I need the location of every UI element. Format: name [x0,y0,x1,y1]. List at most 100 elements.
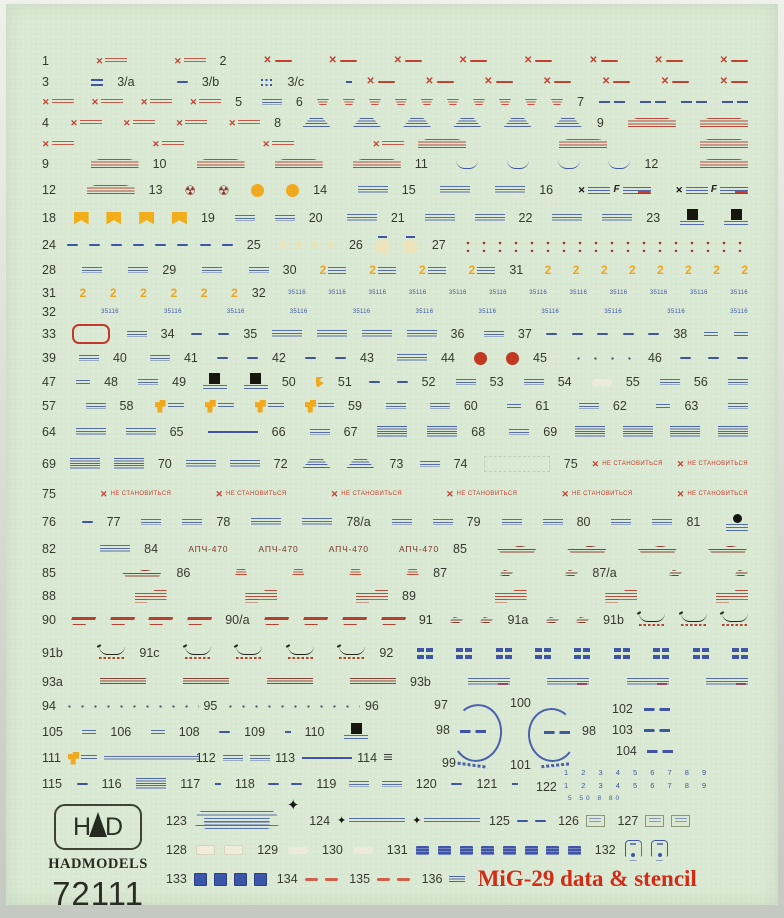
item-number: 98 [582,724,596,738]
mark-btext [251,518,282,526]
item-number: 29 [162,263,177,277]
decal-item-2: 2 ✕ ✕ ✕ ✕ ✕ ✕ ✕ ✕ [220,54,748,68]
mark-rcluster [494,589,527,603]
mark-bdash [176,80,188,84]
item-number: 52 [421,375,436,389]
decal-item-51: 51 [338,375,408,389]
mark-bdot [284,730,291,734]
mark-glyph: 2 [468,263,476,277]
decal-item-121: 121 [476,777,519,791]
mark-btextsm [126,331,147,337]
mark-btextsm [483,331,504,337]
mark-btext [229,460,260,468]
mark-tinydots [62,704,199,708]
decal-item-11: 11 [415,157,631,171]
mark-n35116: 35116 [416,309,434,315]
mark-btextsm [141,519,162,525]
mark-rwing [108,615,135,625]
decal-item-1: 1 ✕ ✕ [42,54,206,68]
item-number: 112 [195,751,216,765]
decal-item-58: 58 [120,399,334,413]
mark-glyph: ✕ [719,55,728,66]
mark-dmark [479,617,495,624]
mark-glyph: ✕ [542,76,552,87]
mark-curve [639,613,666,626]
mark-rwedge [316,99,329,105]
mark-bdash2 [91,78,104,86]
mark-bdashpair [647,750,673,753]
mark-glyph: 2 [685,263,692,277]
mark-btextsm [202,267,223,273]
mark-btext [495,186,526,194]
mark-bpair [416,646,433,660]
decal-item-19: 19 [201,211,295,225]
mark-rwing [301,615,329,625]
decal-item-4: 4 ✕ ✕ ✕ ✕ [42,116,260,130]
mark-banner [171,211,187,225]
mark-n35116: 35116 [730,290,748,296]
mark-bdash [597,332,609,336]
decal-row: 75 ✕ НЕ СТАНОВИТЬСЯ ✕ НЕ СТАНОВИТЬСЯ ✕ НЕ СТАН… [42,486,748,502]
mark-rblock [274,158,323,170]
mark-glyph: 2 [319,263,327,277]
item-number: 31 [42,286,56,300]
decal-item-111: 111 [42,751,201,765]
mark-bpair [731,646,748,660]
mark-xdash: ✕ [602,77,630,87]
mark-glyph: ✕ [719,76,728,87]
mark-banner [106,211,122,225]
mark-bdash [190,332,202,336]
decal-item-85: 85 [42,566,163,580]
decal-item-30: 30 2 2 2 2 [283,263,496,277]
mark-bblock [427,426,458,438]
mark-bdash [133,243,145,247]
mark-bdash [199,243,211,247]
mark-glyph: ✕ [215,488,223,499]
mark-paleshape [352,846,373,854]
item-number: 38 [673,327,688,341]
mark-apch: АПЧ-470 [329,545,369,554]
mark-bdash [246,356,258,360]
mark-glyph: 35116 [730,309,748,315]
mark-btextsm [309,429,330,435]
mark-ymark [315,376,324,388]
mark-bdashpair [640,100,667,104]
mark-n35116: 35116 [650,290,668,296]
mark-btextsm [578,403,599,409]
mark-bpair [495,646,512,660]
mark-glyph: 35116 [408,290,427,296]
item-number: 60 [463,399,478,413]
decal-item-12: 12 [42,183,135,197]
mark-glyph: 35116 [667,309,685,315]
decal-item-49: 49 [172,373,268,391]
mark-bdash [648,332,660,336]
mark-glyph: 2 [544,263,552,277]
mark-startext: ✦ [412,815,480,827]
mark-glyph: 2 [231,286,238,300]
mark-glyph: 35116 [328,290,347,296]
decal-row: 39 40 41 42 43 44 45 46 [42,350,748,366]
mark-glyph: 2 [572,263,580,277]
decal-item-31: 31 2 2 2 2 2 2 [42,286,238,300]
mark-bblock [718,426,748,438]
item-number: 120 [415,777,437,791]
item-number: 100 [510,696,531,710]
decal-item-130: 130 [322,843,373,857]
mark-paleshape [288,846,309,854]
decal-item-127: 127 [617,814,691,828]
mark-glyph: 35116 [604,309,623,315]
mark-xtext: ✕ [91,97,123,107]
mark-bracket [557,160,580,169]
mark-rcluster [715,589,748,603]
mark-xdash: ✕ [661,77,689,87]
item-number: 104 [616,744,637,758]
mark-curve [236,646,263,659]
mark-glyph: ✕ [42,138,50,149]
decal-item-90/a: 90/a [225,613,407,627]
item-number: 30 [282,263,297,277]
item-number: 114 [357,751,378,765]
decal-item-6: 6 [296,95,563,109]
decal-item-108: 108 [179,725,231,739]
item-number: 41 [183,351,198,365]
